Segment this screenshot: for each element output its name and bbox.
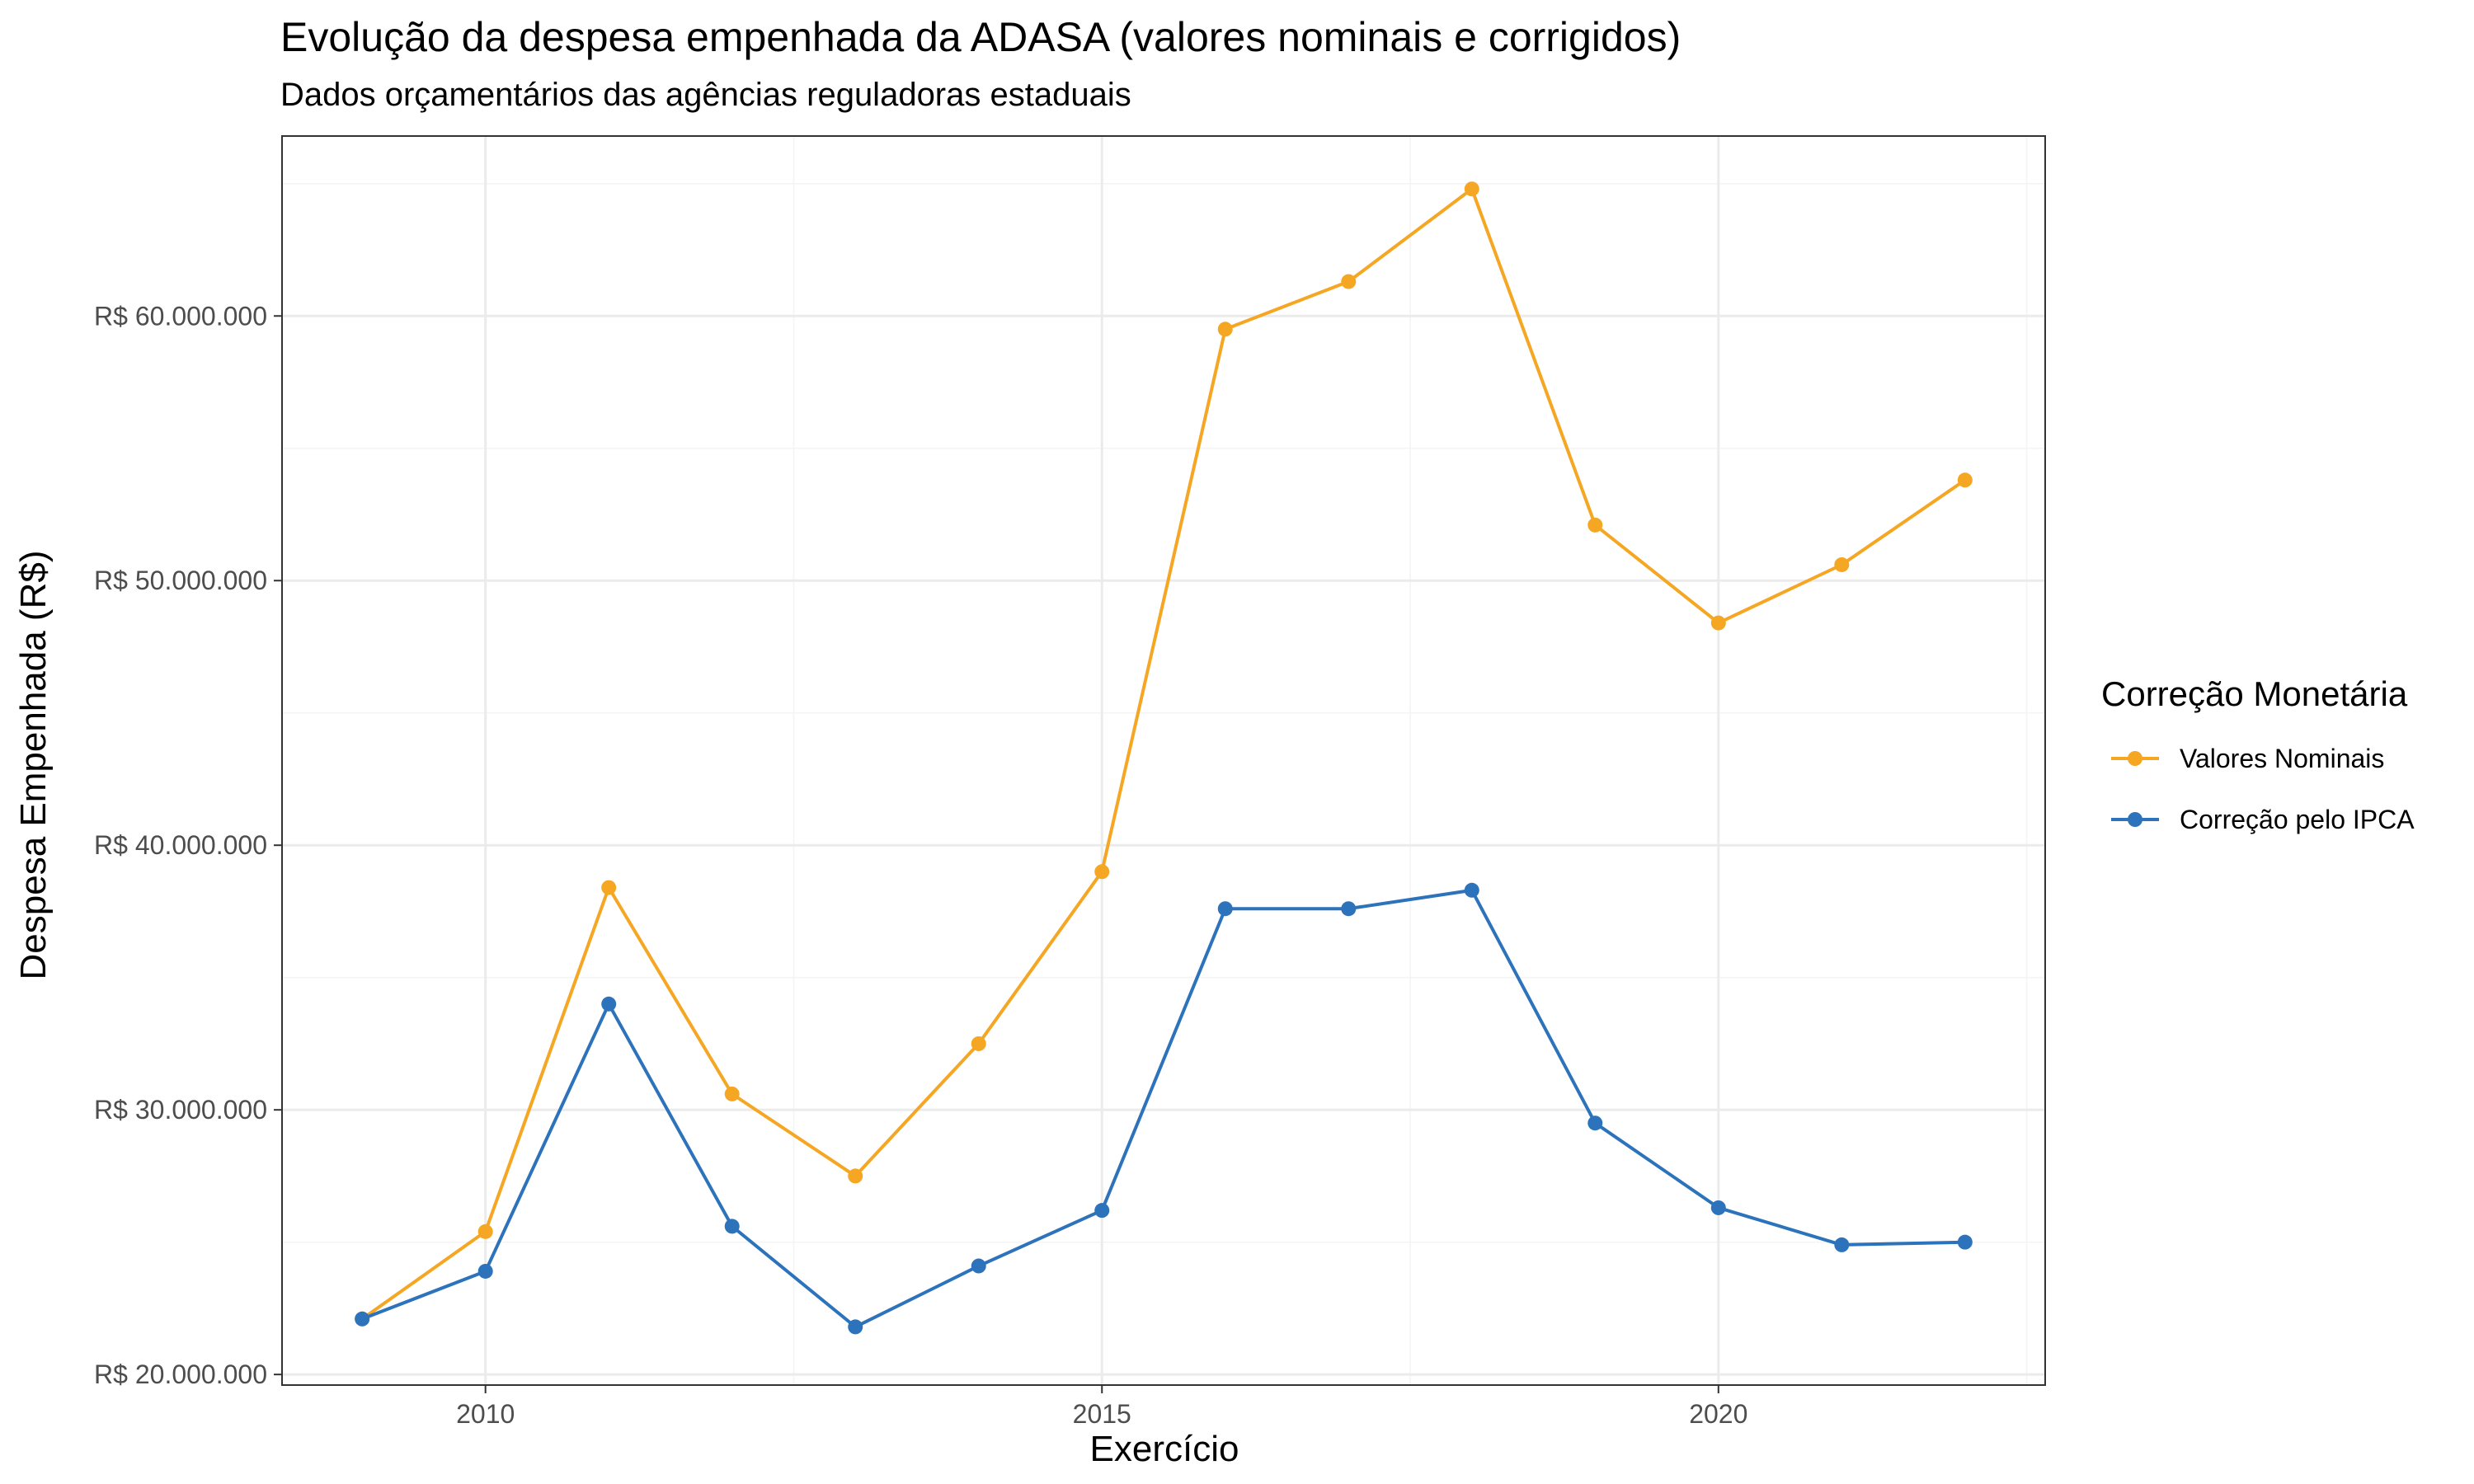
panel-border — [281, 135, 2046, 1386]
data-point-0-5 — [971, 1036, 986, 1051]
plot-area — [281, 135, 2046, 1386]
data-point-0-3 — [724, 1086, 740, 1101]
x-tick-label-0: 2010 — [456, 1399, 515, 1429]
series-0 — [355, 181, 1973, 1327]
series-layer — [355, 181, 1973, 1335]
x-axis: 2010 2015 2020 — [456, 1385, 1747, 1429]
series-line-1 — [361, 888, 1965, 1329]
data-point-1-1 — [477, 1263, 493, 1279]
legend-title: Correção Monetária — [2101, 674, 2408, 713]
data-point-0-13 — [1957, 472, 1973, 488]
data-point-0-12 — [1834, 556, 1850, 572]
y-tick-label-3: R$ 50.000.000 — [94, 566, 267, 595]
data-point-1-4 — [848, 1319, 863, 1335]
data-point-0-8 — [1341, 274, 1357, 289]
data-point-1-10 — [1587, 1115, 1603, 1131]
data-point-1-7 — [1217, 901, 1233, 917]
data-point-1-2 — [601, 996, 617, 1012]
data-point-0-2 — [601, 880, 617, 895]
y-tick-label-4: R$ 60.000.000 — [94, 301, 267, 331]
legend-item-1: Correção pelo IPCA — [2111, 805, 2415, 834]
series-line-0 — [361, 187, 1966, 1321]
legend-items: Valores Nominais Correção pelo IPCA — [2111, 744, 2415, 834]
data-point-1-9 — [1464, 882, 1479, 898]
major-gridlines — [282, 136, 2045, 1385]
data-point-1-12 — [1834, 1237, 1850, 1252]
data-point-1-0 — [355, 1311, 370, 1327]
y-tick-label-1: R$ 30.000.000 — [94, 1095, 267, 1125]
y-tick-label-2: R$ 40.000.000 — [94, 830, 267, 860]
data-point-0-11 — [1710, 615, 1726, 631]
legend: Correção Monetária Valores Nominais Corre… — [2101, 674, 2415, 834]
y-tick-label-0: R$ 20.000.000 — [94, 1360, 267, 1389]
chart-title: Evolução da despesa empenhada da ADASA (… — [280, 14, 1681, 60]
data-point-1-11 — [1710, 1200, 1726, 1215]
data-point-1-13 — [1957, 1234, 1973, 1250]
legend-item-0: Valores Nominais — [2111, 744, 2384, 773]
data-point-1-8 — [1341, 901, 1357, 917]
data-point-0-1 — [477, 1223, 493, 1239]
series-1 — [355, 882, 1973, 1335]
data-point-0-4 — [848, 1168, 863, 1184]
data-point-0-6 — [1094, 864, 1110, 880]
data-point-1-3 — [724, 1219, 740, 1234]
legend-label-1: Correção pelo IPCA — [2180, 805, 2415, 834]
y-axis: R$ 20.000.000 R$ 30.000.000 R$ 40.000.000 R… — [94, 301, 282, 1389]
data-point-0-10 — [1587, 517, 1603, 533]
legend-key-point-0 — [2128, 751, 2142, 766]
data-point-0-7 — [1217, 322, 1233, 337]
legend-key-point-1 — [2128, 812, 2142, 827]
x-tick-label-1: 2015 — [1073, 1399, 1131, 1429]
x-tick-label-2: 2020 — [1689, 1399, 1747, 1429]
data-point-0-9 — [1464, 181, 1479, 197]
y-axis-title: Despesa Empenhada (R$) — [13, 551, 54, 980]
minor-gridlines — [282, 136, 2045, 1385]
x-axis-title: Exercício — [1090, 1429, 1239, 1469]
data-point-1-5 — [971, 1258, 986, 1274]
data-point-1-6 — [1094, 1203, 1110, 1219]
chart-subtitle: Dados orçamentários das agências regulad… — [280, 77, 1131, 113]
legend-label-0: Valores Nominais — [2180, 744, 2384, 773]
